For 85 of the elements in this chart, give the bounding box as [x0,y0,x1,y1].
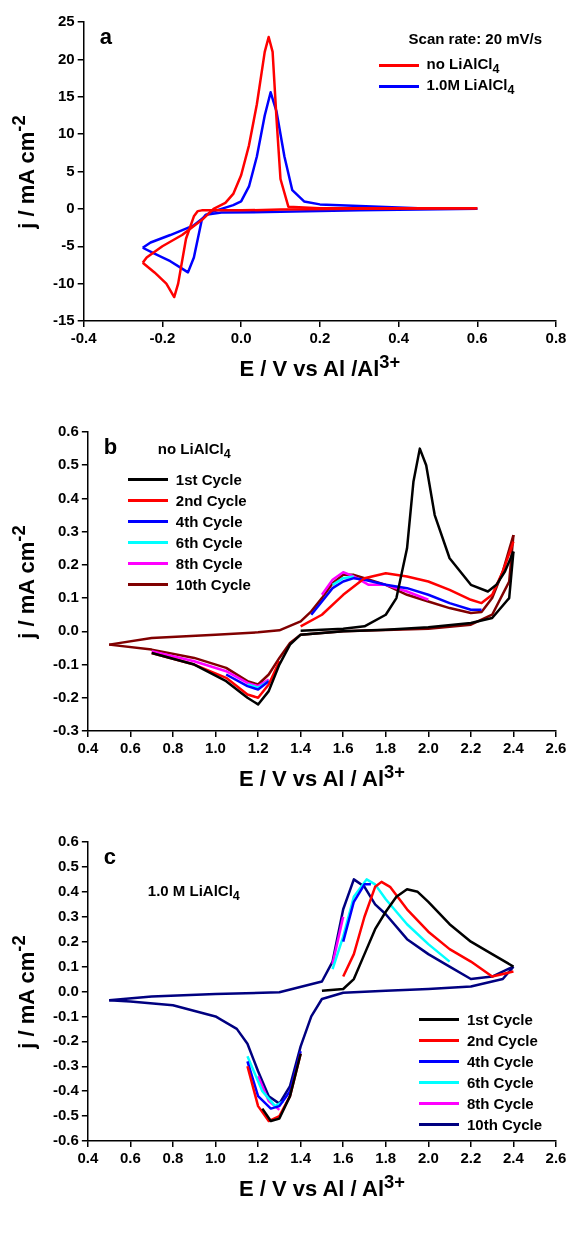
legend-label: 10th Cycle [175,576,251,593]
x-tick-label: 0.2 [309,329,331,347]
x-axis-title: E / V vs Al / Al$^{3+}$ [238,761,405,793]
x-tick-label: 1.6 [332,739,354,757]
x-tick-label: 1.4 [290,1149,312,1167]
legend-label: 8th Cycle [466,1095,534,1112]
x-tick-label: 1.0 [205,1149,226,1167]
legend-label: no LiAlCl$_{4}$ [426,55,500,76]
x-tick-label: 1.0 [205,739,226,757]
y-tick-label: -10 [52,273,75,291]
x-tick-label: 0.8 [545,329,567,347]
x-tick-label: 2.0 [417,739,439,757]
x-tick-label: 1.6 [332,1149,354,1167]
x-tick-label: 0.4 [77,739,99,757]
y-tick-label: -0.5 [52,1106,79,1124]
x-tick-label: 1.8 [375,739,397,757]
x-tick-label: 2.4 [503,739,525,757]
legend-label: 10th Cycle [466,1116,542,1133]
chart-title: b [103,434,118,460]
x-tick-label: 0.8 [162,739,184,757]
y-tick-label: 5 [66,161,75,179]
text: Scan rate: 20 mV/s [408,30,542,47]
y-tick-label: 0.6 [57,422,79,440]
y-tick-label: 0.3 [57,521,79,539]
y-tick-label: 25 [57,12,75,30]
legend-label: 4th Cycle [175,513,243,530]
legend-label: 8th Cycle [175,555,243,572]
y-tick-label: 0.4 [57,488,80,506]
x-tick-label: 2.6 [545,1149,567,1167]
y-tick-label: -0.1 [52,1006,79,1024]
chart-title: a [99,24,112,50]
y-tick-label: -0.6 [52,1131,79,1149]
x-tick-label: 0.0 [230,329,252,347]
legend-label: 1st Cycle [175,471,242,488]
x-tick-label: 2.2 [460,1149,482,1167]
text: 1.0 M LiAlCl$_{4}$ [147,882,240,903]
y-tick-label: 0.1 [57,956,79,974]
legend-label: 6th Cycle [466,1074,534,1091]
y-tick-label: -0.2 [52,687,79,705]
y-tick-label: 0.0 [57,981,79,999]
y-tick-label: 15 [57,86,75,104]
x-tick-label: -0.2 [149,329,176,347]
legend-label: 6th Cycle [175,534,243,551]
x-tick-label: 1.4 [290,739,312,757]
x-tick-label: 2.6 [545,739,567,757]
legend-label: 2nd Cycle [466,1032,538,1049]
y-tick-label: 10 [57,124,75,142]
chart-title: c [103,844,117,870]
y-tick-label: -0.3 [52,1056,79,1074]
y-tick-label: 20 [57,49,75,67]
x-tick-label: 2.4 [503,1149,525,1167]
x-tick-label: 2.2 [460,739,482,757]
x-tick-label: 0.4 [77,1149,99,1167]
y-tick-label: -5 [61,236,75,254]
y-tick-label: 0.4 [57,881,80,899]
x-tick-label: 1.2 [247,1149,269,1167]
y-tick-label: 0.2 [57,555,79,573]
x-tick-label: 1.2 [247,739,269,757]
x-tick-label: 1.8 [375,1149,397,1167]
x-tick-label: 0.6 [466,329,488,347]
x-tick-label: 0.4 [388,329,410,347]
legend-label: 1st Cycle [466,1011,533,1028]
text: no LiAlCl$_{4}$ [157,440,232,461]
x-axis-title: E / V vs Al / Al$^{3+}$ [238,1171,405,1203]
y-tick-label: 0.0 [57,621,79,639]
legend-label: 1.0M LiAlCl$_{4}$ [426,76,515,97]
y-tick-label: -0.2 [52,1031,79,1049]
legend-label: 2nd Cycle [175,492,247,509]
y-tick-label: 0.2 [57,931,79,949]
y-tick-label: -0.3 [52,721,79,739]
y-tick-label: 0.5 [57,455,79,473]
y-tick-label: 0 [66,199,75,217]
y-tick-label: 0.1 [57,588,79,606]
x-tick-label: 0.8 [162,1149,184,1167]
x-tick-label: 2.0 [417,1149,439,1167]
x-tick-label: 0.6 [119,1149,141,1167]
y-tick-label: -15 [52,311,75,329]
y-tick-label: 0.5 [57,857,79,875]
x-tick-label: 0.6 [119,739,141,757]
x-axis-title: E / V vs Al /Al$^{3+}$ [239,351,401,383]
y-tick-label: 0.6 [57,832,79,850]
y-tick-label: -0.4 [52,1081,80,1099]
legend-label: 4th Cycle [466,1053,534,1070]
y-tick-label: 0.3 [57,906,79,924]
y-tick-label: -0.1 [52,654,79,672]
